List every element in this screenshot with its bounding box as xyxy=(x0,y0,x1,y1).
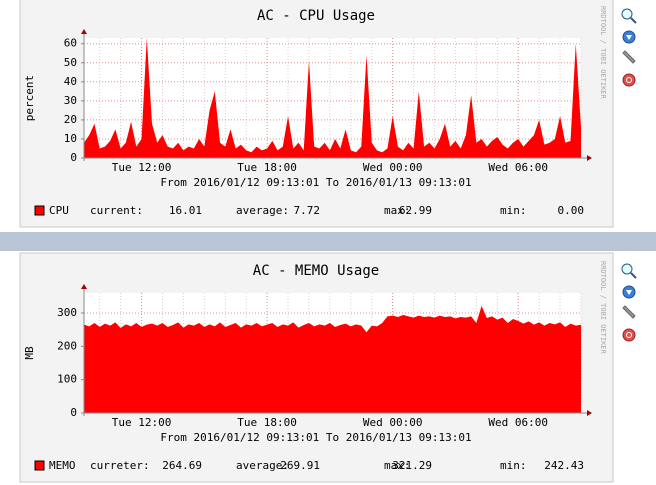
stat-value: 269.91 xyxy=(280,459,320,472)
settings-icon[interactable] xyxy=(622,305,636,319)
y-tick-label: 60 xyxy=(64,37,77,50)
y-tick-label: 100 xyxy=(57,373,77,386)
x-tick-label: Tue 12:00 xyxy=(112,416,172,429)
axis-arrow xyxy=(587,410,592,416)
stat-label: average: xyxy=(236,459,289,472)
area xyxy=(84,305,581,413)
stat-value: 321.29 xyxy=(392,459,432,472)
legend-swatch xyxy=(34,205,45,216)
reset-ring xyxy=(626,332,632,338)
legend-label: MEMO xyxy=(49,459,76,472)
zoom-handle xyxy=(630,272,637,279)
stat-value: 62.99 xyxy=(399,204,432,217)
stat-label: min: xyxy=(500,459,527,472)
y-tick-label: 0 xyxy=(70,151,77,164)
stat-label: max: xyxy=(384,204,411,217)
stat-label: curreter: xyxy=(90,459,150,472)
stat-label: average: xyxy=(236,204,289,217)
stat-value: 264.69 xyxy=(162,459,202,472)
legend-swatch xyxy=(34,460,45,471)
stat-label: min: xyxy=(500,204,527,217)
axis-arrow xyxy=(81,29,87,34)
y-axis-label: MB xyxy=(23,346,36,360)
zoom-icon[interactable] xyxy=(621,8,633,20)
y-tick-label: 40 xyxy=(64,75,77,88)
x-tick-label: Tue 18:00 xyxy=(237,161,297,174)
stat-value: 16.01 xyxy=(169,204,202,217)
area xyxy=(84,38,581,159)
axis-arrow xyxy=(81,284,87,289)
stat-value: 242.43 xyxy=(544,459,584,472)
reset-ring xyxy=(626,77,632,83)
zoom-icon[interactable] xyxy=(621,263,633,275)
watermark: RRDTOOL / TOBI OETIKER xyxy=(599,6,607,100)
x-tick-label: Wed 00:00 xyxy=(363,416,423,429)
legend-label: CPU xyxy=(49,204,69,217)
stat-value: 7.72 xyxy=(294,204,321,217)
stat-label: current: xyxy=(90,204,143,217)
x-tick-label: Wed 06:00 xyxy=(488,416,548,429)
y-tick-label: 10 xyxy=(64,132,77,145)
zoom-handle xyxy=(630,17,637,24)
axis-arrow xyxy=(587,155,592,161)
chart-title: AC - CPU Usage xyxy=(257,8,375,24)
y-tick-label: 300 xyxy=(57,306,77,319)
settings-icon[interactable] xyxy=(622,50,636,64)
download-arrow xyxy=(626,35,632,40)
y-tick-label: 0 xyxy=(70,406,77,419)
y-tick-label: 30 xyxy=(64,94,77,107)
subtitle: From 2016/01/12 09:13:01 To 2016/01/13 0… xyxy=(160,176,471,189)
chart-title: AC - MEMO Usage xyxy=(253,263,379,279)
x-tick-label: Tue 18:00 xyxy=(237,416,297,429)
reset-icon[interactable] xyxy=(622,73,636,87)
download-arrow xyxy=(626,290,632,295)
plot-area xyxy=(84,38,581,158)
x-tick-label: Wed 06:00 xyxy=(488,161,548,174)
x-tick-label: Tue 12:00 xyxy=(112,161,172,174)
stat-value: 0.00 xyxy=(558,204,585,217)
separator xyxy=(0,232,656,251)
y-tick-label: 200 xyxy=(57,339,77,352)
stat-label: max: xyxy=(384,459,411,472)
reset-icon[interactable] xyxy=(622,328,636,342)
y-axis-label: percent xyxy=(23,75,36,121)
x-tick-label: Wed 00:00 xyxy=(363,161,423,174)
y-tick-label: 20 xyxy=(64,113,77,126)
y-tick-label: 50 xyxy=(64,56,77,69)
subtitle: From 2016/01/12 09:13:01 To 2016/01/13 0… xyxy=(160,431,471,444)
watermark: RRDTOOL / TOBI OETIKER xyxy=(599,261,607,355)
